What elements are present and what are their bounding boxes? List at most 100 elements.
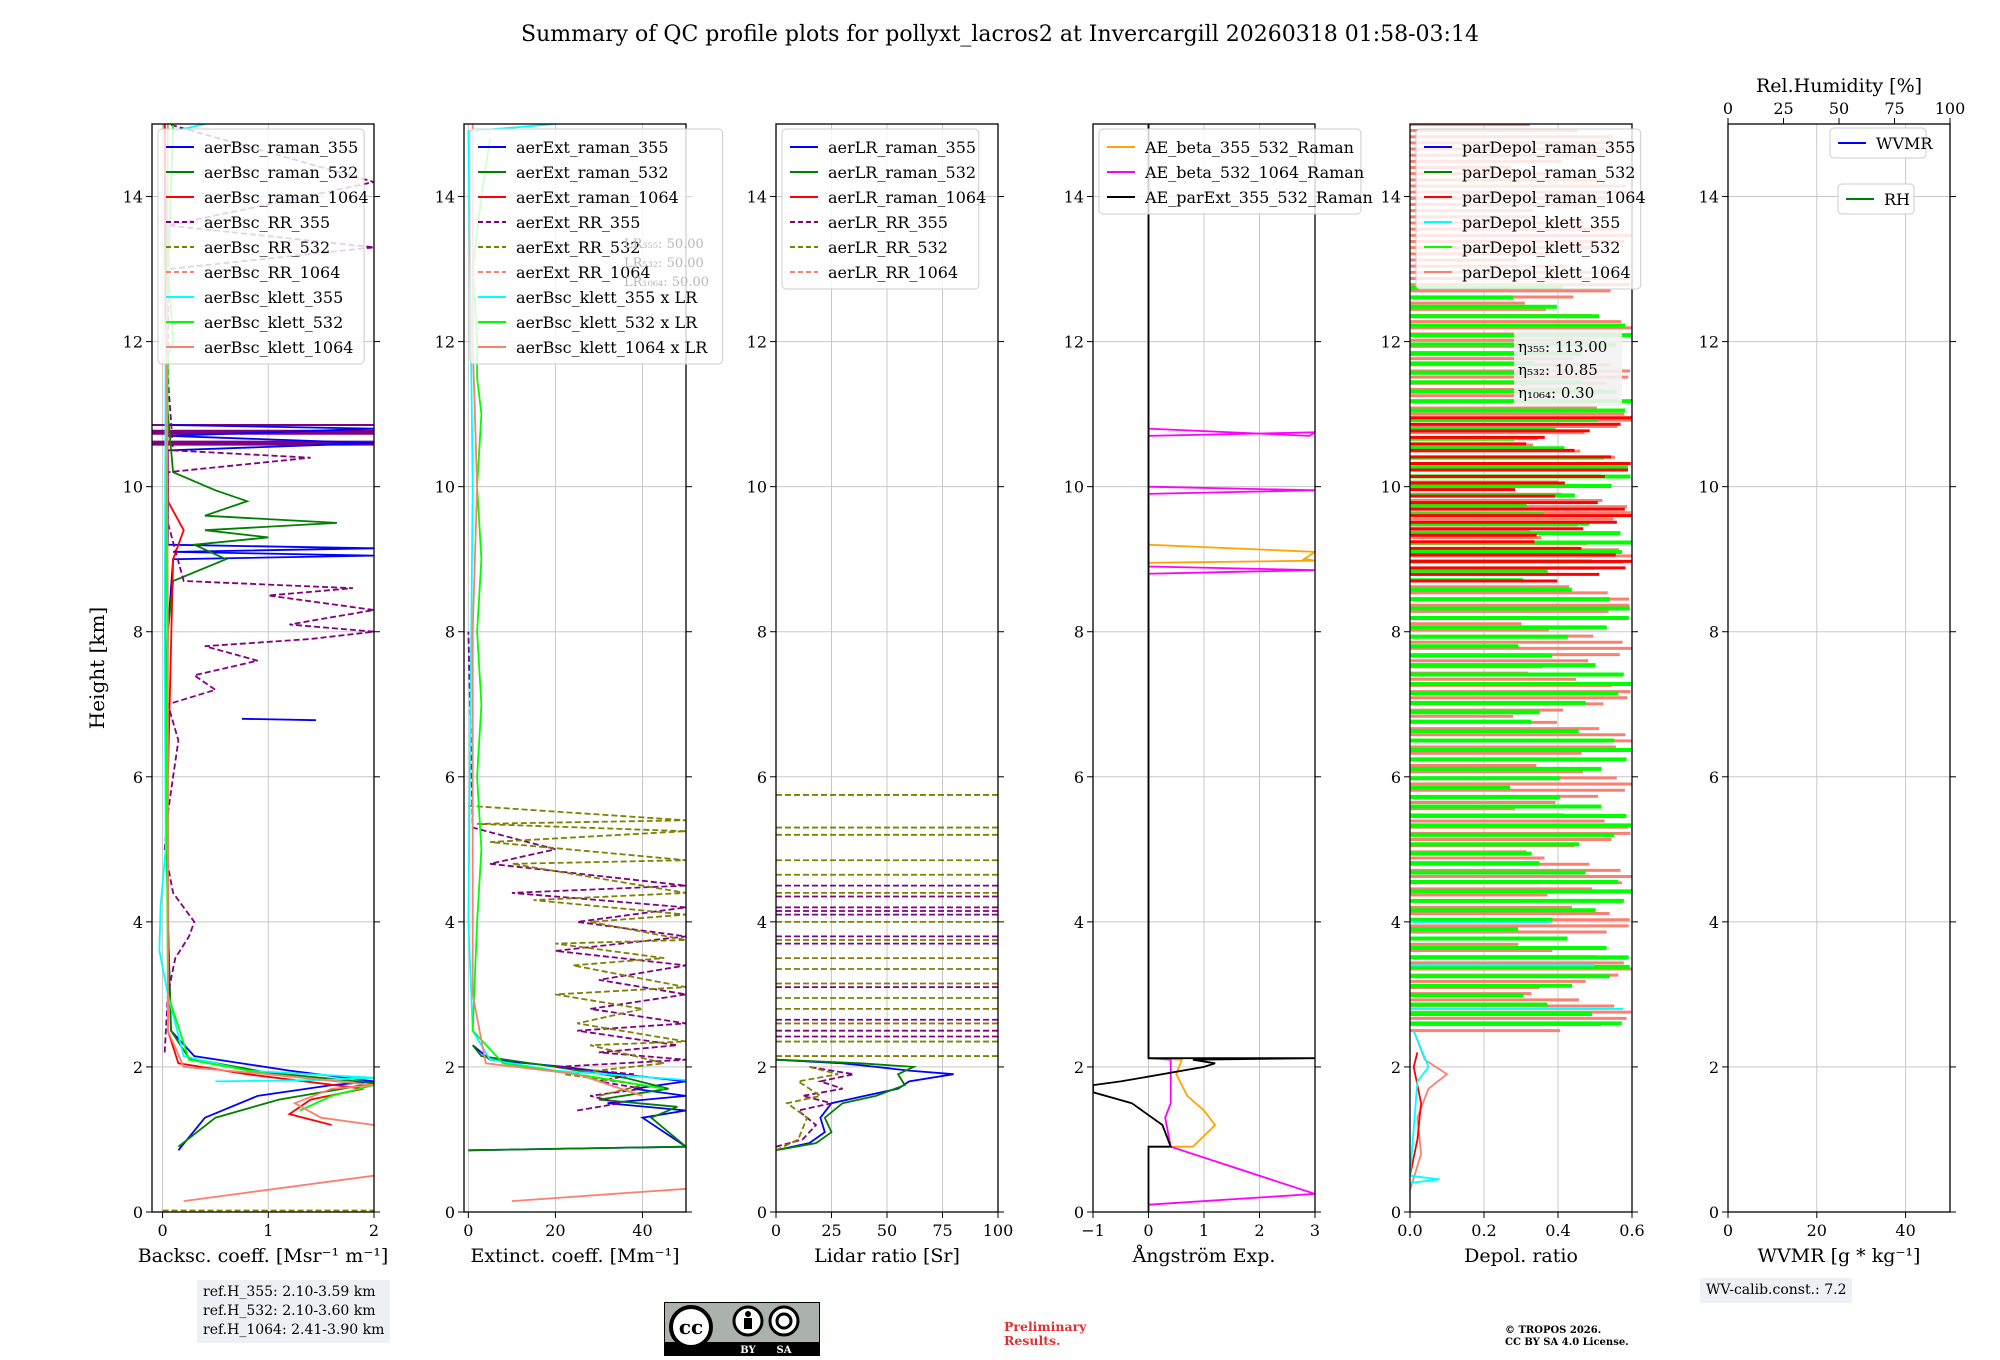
y-tick-label: 2 (757, 1058, 767, 1077)
eta-annotation: η₅₃₂: 10.85 (1518, 361, 1598, 379)
legend-label: aerLR_raman_355 (828, 138, 976, 157)
legend-label: parDepol_klett_355 (1462, 213, 1620, 232)
y-tick-label: 6 (1709, 768, 1719, 787)
series-aerLR_raman_532 (776, 1058, 918, 1152)
legend: aerExt_raman_355 aerExt_raman_532 aerExt_r… (469, 128, 724, 365)
sa-share-icon (768, 1305, 800, 1337)
data-layer (152, 124, 374, 1212)
x-axis-label: Depol. ratio (1464, 1245, 1578, 1267)
x-tick-label: 0.2 (1471, 1221, 1496, 1240)
x-tick-label: 0 (463, 1221, 473, 1240)
legend-label: aerBsc_RR_1064 (204, 263, 340, 282)
y-tick-label: 14 (747, 188, 767, 207)
copyright-note: © TROPOS 2026. CC BY SA 4.0 License. (1505, 1325, 1629, 1349)
y-axis-label: Height [km] (85, 607, 109, 729)
series-AE_parExt_355_532_Raman (1093, 124, 1315, 1212)
legend-box (1415, 128, 1642, 290)
series-aerExt_RR_532 (468, 804, 686, 1097)
x-tick-label: 20 (545, 1221, 565, 1240)
y-tick-label: 14 (435, 188, 455, 207)
legend-label: aerBsc_raman_532 (204, 163, 358, 182)
x-tick-label: 20 (1807, 1221, 1827, 1240)
x-tick-label: 0.4 (1545, 1221, 1570, 1240)
legend-label: aerBsc_RR_532 (204, 238, 330, 257)
y-tick-label: 0 (445, 1203, 455, 1222)
y-tick-label: 10 (1064, 478, 1084, 497)
figure-title: Summary of QC profile plots for pollyxt_… (521, 22, 1479, 47)
y-tick-label: 14 (1699, 188, 1719, 207)
legend-label: aerBsc_raman_355 (204, 138, 358, 157)
y-tick-label: 2 (133, 1058, 143, 1077)
lidar-ratio-annotation: LR₅₃₂: 50.00 (624, 256, 704, 271)
y-tick-label: 8 (1709, 623, 1719, 642)
y-tick-label: 4 (757, 913, 767, 932)
legend-label: aerLR_raman_1064 (828, 188, 986, 207)
data-layer (1093, 124, 1315, 1212)
y-tick-label: 2 (445, 1058, 455, 1077)
by-person-head (745, 1311, 751, 1317)
y-tick-label: 6 (133, 768, 143, 787)
x-axis-label: Ångström Exp. (1132, 1245, 1276, 1267)
legend-label: aerLR_RR_532 (828, 238, 948, 257)
x-tick-label: 0 (1723, 1221, 1733, 1240)
y-tick-label: 0 (1074, 1203, 1084, 1222)
legend: aerLR_raman_355 aerLR_raman_532 aerLR_rama… (781, 128, 986, 290)
copyright-line-1: © TROPOS 2026. (1505, 1325, 1602, 1336)
legend: aerBsc_raman_355 aerBsc_raman_532 aerBsc_r… (157, 128, 369, 365)
y-tick-label: 12 (747, 333, 767, 352)
legend: parDepol_raman_355 parDepol_raman_532 parD… (1415, 128, 1646, 290)
y-tick-label: 0 (1709, 1203, 1719, 1222)
y-tick-label: 10 (123, 478, 143, 497)
x-tick-label: 50 (877, 1221, 897, 1240)
legend-label: aerBsc_RR_355 (204, 213, 330, 232)
y-tick-label: 12 (435, 333, 455, 352)
legend: AE_beta_355_532_Raman AE_beta_532_1064_Ra… (1098, 128, 1373, 215)
x-tick-label: 40 (632, 1221, 652, 1240)
legend-label: aerExt_RR_355 (516, 213, 640, 232)
top-x-tick-label: 75 (1884, 99, 1904, 118)
series-parDepol_raman_1064_low (1410, 1052, 1423, 1176)
y-tick-label: 4 (445, 913, 455, 932)
eta-box (1514, 330, 1622, 406)
series-aerExt_raman_532 (468, 1044, 686, 1152)
y-tick-label: 4 (1709, 913, 1719, 932)
legend-label: aerBsc_klett_1064 x LR (516, 338, 708, 357)
y-tick-label: 8 (133, 623, 143, 642)
x-tick-label: 25 (821, 1221, 841, 1240)
legend-label: aerExt_raman_355 (516, 138, 669, 157)
series-aerBsc_raman_355_fragment (241, 717, 316, 722)
legend-box (469, 128, 724, 365)
data-layer (1410, 124, 1632, 1191)
x-tick-label: 2 (1254, 1221, 1264, 1240)
axes-frame (151, 123, 375, 1213)
axes-frame (1727, 123, 1951, 1213)
legend-box (781, 128, 980, 290)
legend-label: WVMR (1876, 134, 1933, 153)
legend-label: parDepol_raman_532 (1462, 163, 1635, 182)
panel-extinction: 0 2 4 6 8 10 12 14 0 20 40 Extinct. coeff. [Mm⁻¹] ae… (435, 123, 724, 1267)
x-tick-label: 3 (1310, 1221, 1320, 1240)
sa-label: SA (777, 1345, 792, 1356)
by-label: BY (740, 1345, 756, 1356)
legend-label: aerBsc_klett_355 x LR (516, 288, 698, 307)
legend-label: aerBsc_raman_1064 (204, 188, 369, 207)
legend-label: aerLR_raman_532 (828, 163, 976, 182)
y-tick-label: 10 (747, 478, 767, 497)
series-aerBsc_klett_1064 x LR (471, 124, 643, 1097)
series-aerLR_RR_355 (776, 1066, 854, 1148)
y-tick-label: 4 (1074, 913, 1084, 932)
y-tick-label: 2 (1391, 1058, 1401, 1077)
by-person-body (744, 1318, 752, 1329)
legend-label: aerExt_RR_532 (516, 238, 640, 257)
preliminary-line-2: Results. (1004, 1333, 1061, 1348)
top-x-tick-label: 0 (1723, 99, 1733, 118)
x-tick-label: 0.0 (1397, 1221, 1422, 1240)
grid-lines (1727, 124, 1950, 1213)
top-x-tick-label: 25 (1773, 99, 1793, 118)
x-tick-label: −1 (1081, 1221, 1105, 1240)
y-tick-label: 10 (1381, 478, 1401, 497)
